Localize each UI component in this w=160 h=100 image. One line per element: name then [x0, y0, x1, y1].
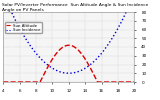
Legend: Sun Altitude, Sun Incidence: Sun Altitude, Sun Incidence: [5, 22, 42, 33]
Text: Solar PV/Inverter Performance  Sun Altitude Angle & Sun Incidence Angle on PV Pa: Solar PV/Inverter Performance Sun Altitu…: [2, 3, 148, 12]
